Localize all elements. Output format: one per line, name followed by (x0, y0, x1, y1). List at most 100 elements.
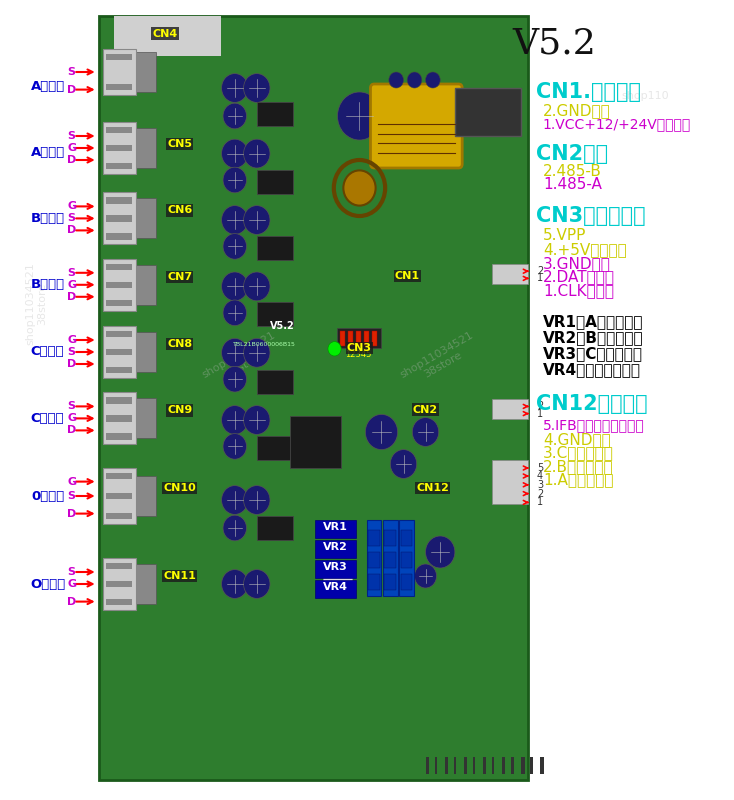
Text: CN7: CN7 (167, 272, 192, 282)
Circle shape (223, 234, 247, 259)
Bar (106, 299, 132, 306)
Circle shape (222, 74, 248, 102)
Circle shape (244, 206, 270, 234)
Bar (348, 331, 353, 346)
Circle shape (407, 72, 422, 88)
Bar (368, 530, 380, 546)
Text: 2.GND接地: 2.GND接地 (543, 103, 611, 118)
Bar (134, 52, 156, 92)
Circle shape (223, 366, 247, 392)
Bar (385, 530, 396, 546)
Text: D: D (68, 359, 77, 369)
Text: G: G (68, 143, 76, 153)
Bar (385, 574, 396, 590)
Bar (103, 392, 136, 444)
Bar (492, 399, 528, 419)
Bar (106, 127, 132, 134)
Bar (106, 415, 132, 422)
Text: 5.IFB输入母线电流取样: 5.IFB输入母线电流取样 (543, 418, 644, 433)
Text: 4.GND接地: 4.GND接地 (543, 432, 611, 446)
Text: CN9: CN9 (167, 406, 192, 415)
Text: CN4: CN4 (153, 29, 178, 38)
Bar (492, 460, 528, 504)
Bar (502, 757, 506, 774)
Text: 3.C相电压取样: 3.C相电压取样 (543, 446, 614, 460)
Text: D: D (68, 155, 77, 165)
Bar (340, 331, 345, 346)
Text: 5.VPP: 5.VPP (543, 229, 586, 243)
Circle shape (415, 564, 437, 588)
Bar (385, 552, 396, 568)
Bar (103, 258, 136, 310)
Text: 0线下管: 0线下管 (31, 490, 65, 502)
Circle shape (222, 486, 248, 514)
Text: A相上管: A相上管 (31, 146, 65, 158)
Text: CN5: CN5 (167, 139, 192, 149)
Bar (323, 566, 352, 586)
Text: shop11034521
38store: shop11034521 38store (201, 330, 283, 390)
Text: 5: 5 (537, 463, 543, 473)
Bar (103, 192, 136, 245)
Text: B相下管: B相下管 (31, 212, 65, 225)
Text: S: S (68, 268, 76, 278)
Circle shape (244, 272, 270, 301)
Bar (316, 540, 356, 558)
Text: 1: 1 (537, 498, 543, 507)
Bar (106, 163, 132, 170)
Text: S: S (68, 491, 76, 501)
Bar (399, 520, 414, 596)
Text: G: G (68, 579, 76, 589)
Bar (401, 530, 413, 546)
Bar (106, 84, 132, 90)
Text: CN3烧写与显示: CN3烧写与显示 (536, 206, 645, 226)
Text: CN8: CN8 (167, 339, 192, 349)
Bar (106, 264, 132, 270)
Bar (106, 493, 132, 499)
Bar (106, 54, 132, 60)
Text: D: D (68, 85, 77, 94)
Bar (106, 349, 132, 355)
Circle shape (244, 486, 270, 514)
Bar (134, 265, 156, 305)
Bar (106, 598, 132, 605)
Text: D: D (68, 226, 77, 235)
Text: 3.GND接地: 3.GND接地 (543, 256, 611, 270)
Bar (106, 282, 132, 288)
Text: 12345: 12345 (345, 350, 371, 359)
Circle shape (338, 92, 382, 140)
Circle shape (223, 434, 247, 459)
Bar (106, 563, 132, 570)
Text: TBL21B0600006B15: TBL21B0600006B15 (233, 342, 296, 346)
Bar (114, 16, 221, 56)
Text: VR4: VR4 (323, 582, 348, 592)
Bar (492, 264, 528, 284)
Bar (316, 580, 356, 598)
Text: CN12取样反馈: CN12取样反馈 (536, 394, 647, 414)
Text: O线上管: O线上管 (30, 578, 65, 590)
Bar (445, 757, 448, 774)
Circle shape (222, 570, 248, 598)
Bar (103, 326, 136, 378)
Bar (493, 757, 495, 774)
Circle shape (426, 536, 455, 568)
Text: CN12: CN12 (416, 483, 449, 493)
Text: CN1: CN1 (395, 271, 420, 281)
FancyBboxPatch shape (371, 84, 462, 168)
Bar (316, 520, 356, 538)
Bar (103, 468, 136, 524)
Text: 2: 2 (537, 266, 543, 276)
Text: shop11034521
38store: shop11034521 38store (26, 262, 48, 346)
Text: CN1.直流供电: CN1.直流供电 (536, 82, 641, 102)
Circle shape (223, 300, 247, 326)
Text: D: D (68, 509, 77, 518)
Text: G: G (68, 202, 76, 211)
Circle shape (223, 515, 247, 541)
Bar (455, 88, 521, 136)
Circle shape (244, 139, 270, 168)
Bar (106, 366, 132, 373)
Bar (134, 332, 156, 372)
Text: 4.+5V电压输出: 4.+5V电压输出 (543, 242, 627, 257)
Circle shape (244, 406, 270, 434)
Bar (134, 198, 156, 238)
Bar (106, 331, 132, 338)
